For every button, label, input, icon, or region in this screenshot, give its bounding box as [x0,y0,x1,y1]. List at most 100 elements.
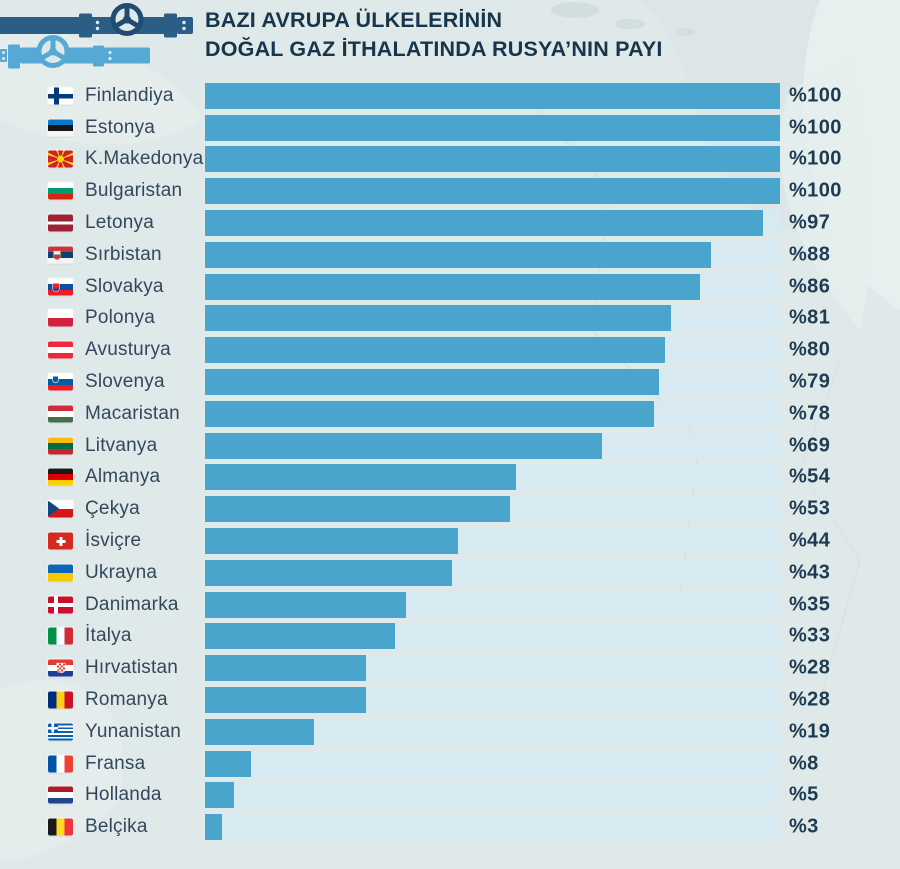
country-label: Bulgaristan [85,180,183,202]
country-label: Letonya [85,212,155,234]
bar-fill [205,655,366,682]
ukraine-flag-icon [48,564,73,582]
value-label: %100 [789,84,842,107]
table-row: Belçika %3 [0,811,900,843]
bar-fill [205,718,315,745]
bar-fill [205,528,458,555]
switzerland-flag-icon [48,532,73,550]
bar-fill [205,814,223,841]
value-label: %100 [789,179,842,202]
country-label: İtalya [85,625,132,647]
bar-fill [205,750,251,777]
bar-track [205,114,780,141]
table-row: Almanya %54 [0,462,900,494]
bar-track [205,559,780,586]
country-label: Danimarka [85,593,179,615]
austria-flag-icon [48,341,73,359]
country-label: Çekya [85,498,140,520]
bar-track [205,400,780,427]
country-label: Finlandiya [85,84,174,106]
table-row: Slovakya %86 [0,271,900,303]
table-row: İtalya %33 [0,621,900,653]
bar-fill [205,559,453,586]
bar-fill [205,432,602,459]
table-row: Hollanda %5 [0,780,900,812]
slovenia-flag-icon [48,373,73,391]
table-row: Macaristan %78 [0,398,900,430]
bar-track [205,718,780,745]
country-label: Polonya [85,307,156,329]
value-label: %88 [789,243,831,266]
bar-track [205,655,780,682]
value-label: %100 [789,147,842,170]
slovakia-flag-icon [48,278,73,296]
lithuania-flag-icon [48,437,73,455]
romania-flag-icon [48,691,73,709]
table-row: Estonya %100 [0,112,900,144]
value-label: %78 [789,402,831,425]
country-label: Romanya [85,689,168,711]
table-row: Çekya %53 [0,493,900,525]
value-label: %5 [789,783,819,806]
serbia-flag-icon [48,246,73,264]
bar-fill [205,305,671,332]
table-row: Finlandiya %100 [0,80,900,112]
table-row: Danimarka %35 [0,589,900,621]
bar-track [205,782,780,809]
value-label: %8 [789,752,819,775]
value-label: %81 [789,306,831,329]
value-label: %86 [789,275,831,298]
bar-fill [205,687,366,714]
valve-wheel-light-icon [36,35,70,68]
country-label: Sırbistan [85,243,162,265]
value-label: %53 [789,497,831,520]
france-flag-icon [48,755,73,773]
bar-fill [205,114,780,141]
country-label: Ukrayna [85,561,158,583]
bar-fill [205,464,516,491]
value-label: %33 [789,624,831,647]
page-title-line-2: DOĞAL GAZ İTHALATINDA RUSYA’NIN PAYI [205,37,663,61]
croatia-flag-icon [48,659,73,677]
bar-track [205,750,780,777]
country-label: Hırvatistan [85,657,179,679]
estonia-flag-icon [48,119,73,137]
table-row: Yunanistan %19 [0,716,900,748]
bar-fill [205,337,665,364]
bar-fill [205,782,234,809]
greece-flag-icon [48,723,73,741]
bar-track [205,369,780,396]
country-label: Belçika [85,816,148,838]
bar-track [205,337,780,364]
table-row: Hırvatistan %28 [0,652,900,684]
bar-track [205,210,780,237]
country-label: Almanya [85,466,161,488]
bar-track [205,623,780,650]
table-row: Romanya %28 [0,684,900,716]
bar-track [205,464,780,491]
bar-track [205,528,780,555]
bar-track [205,305,780,332]
bar-track [205,82,780,109]
netherlands-flag-icon [48,786,73,804]
table-row: Ukrayna %43 [0,557,900,589]
hungary-flag-icon [48,405,73,423]
bar-track [205,273,780,300]
bar-fill [205,82,780,109]
germany-flag-icon [48,468,73,486]
value-label: %28 [789,656,831,679]
bar-fill [205,591,407,618]
bar-fill [205,273,700,300]
country-label: Hollanda [85,784,162,806]
gas-pipeline-valve-icon [0,3,193,69]
valve-wheel-dark-icon [110,3,144,36]
table-row: Fransa %8 [0,748,900,780]
denmark-flag-icon [48,596,73,614]
value-label: %80 [789,338,831,361]
value-label: %19 [789,720,831,743]
bar-fill [205,178,780,205]
bar-track [205,178,780,205]
value-label: %100 [789,116,842,139]
bar-fill [205,210,763,237]
value-label: %97 [789,211,831,234]
